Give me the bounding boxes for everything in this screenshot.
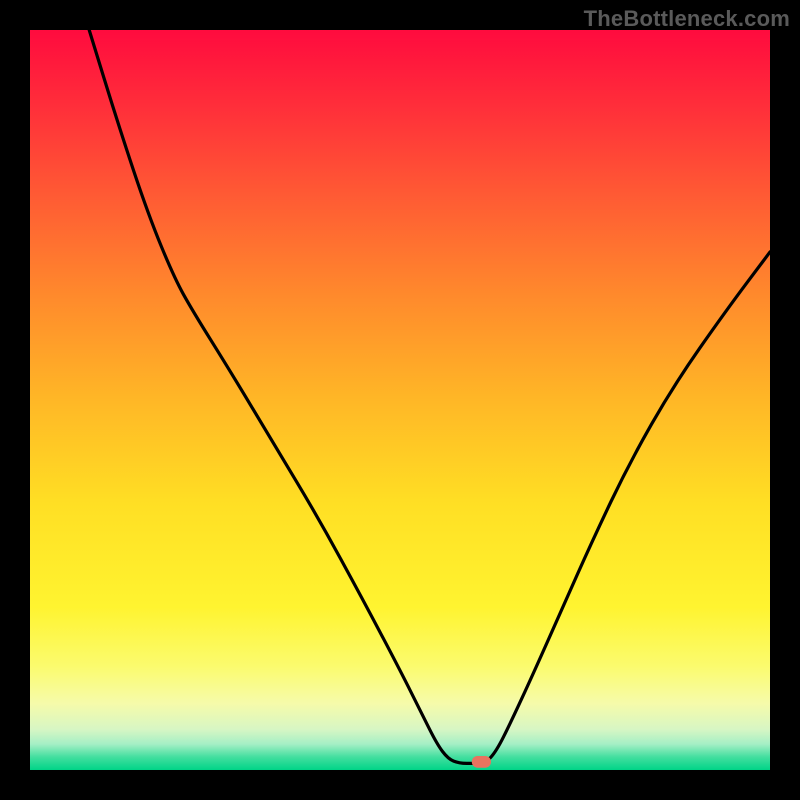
bottleneck-chart xyxy=(30,30,770,770)
optimal-marker xyxy=(472,756,491,768)
watermark-text: TheBottleneck.com xyxy=(584,6,790,32)
chart-background xyxy=(30,30,770,770)
chart-svg xyxy=(30,30,770,770)
